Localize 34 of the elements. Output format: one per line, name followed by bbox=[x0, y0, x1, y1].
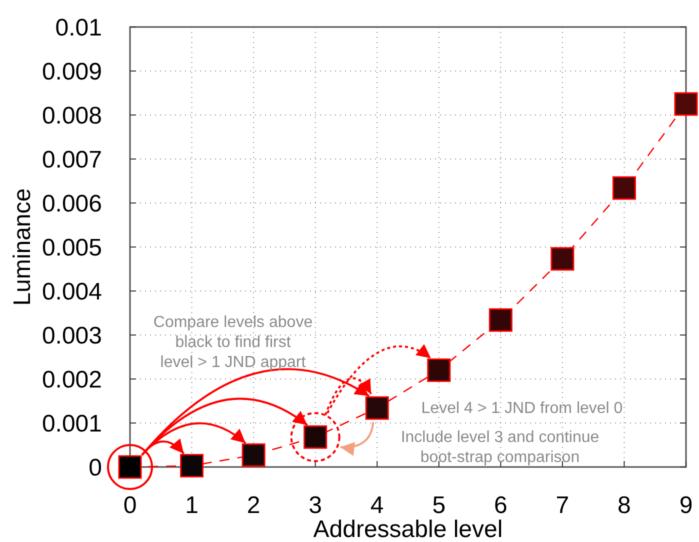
x-tick-label: 5 bbox=[432, 492, 446, 519]
annotation: Compare levels above black to find first level > 1 JND appart bbox=[153, 314, 313, 371]
x-tick-label: 8 bbox=[618, 492, 631, 519]
point bbox=[242, 443, 266, 467]
x-tick-label: 9 bbox=[679, 492, 693, 519]
y-tick-label: 0.007 bbox=[42, 146, 102, 174]
y-tick-label: 0.009 bbox=[42, 58, 102, 86]
annotation: Include level 3 and continue boot-strap comparison bbox=[400, 429, 600, 466]
y-tick-label: 0.002 bbox=[42, 366, 102, 394]
x-tick-label: 1 bbox=[185, 492, 198, 519]
y-tick-label: 0.008 bbox=[42, 102, 102, 130]
y-tick-label: 0 bbox=[88, 454, 102, 482]
point bbox=[180, 454, 204, 478]
point bbox=[674, 92, 698, 116]
x-tick-label: 2 bbox=[246, 492, 260, 519]
x-tick-label: 4 bbox=[370, 492, 384, 519]
point bbox=[550, 247, 574, 271]
x-tick-label: 6 bbox=[494, 492, 508, 519]
annotation: Level 4 > 1 JND from level 0 bbox=[421, 400, 623, 417]
y-axis-title: Luminance bbox=[9, 188, 36, 306]
point bbox=[365, 396, 389, 420]
y-tick-label: 0.006 bbox=[42, 190, 102, 218]
y-tick-label: 0.004 bbox=[42, 278, 102, 306]
x-axis-title: Addressable level bbox=[313, 516, 503, 542]
y-tick-label: 0.01 bbox=[55, 14, 102, 42]
point bbox=[612, 176, 636, 200]
y-tick-label: 0.005 bbox=[42, 234, 102, 262]
x-tick-label: 3 bbox=[308, 492, 322, 519]
x-tick-label: 7 bbox=[556, 492, 570, 519]
point bbox=[427, 358, 451, 382]
y-tick-label: 0.003 bbox=[42, 322, 102, 350]
y-tick-label: 0.001 bbox=[42, 410, 102, 438]
point bbox=[488, 308, 512, 332]
x-tick-label: 0 bbox=[123, 492, 137, 519]
